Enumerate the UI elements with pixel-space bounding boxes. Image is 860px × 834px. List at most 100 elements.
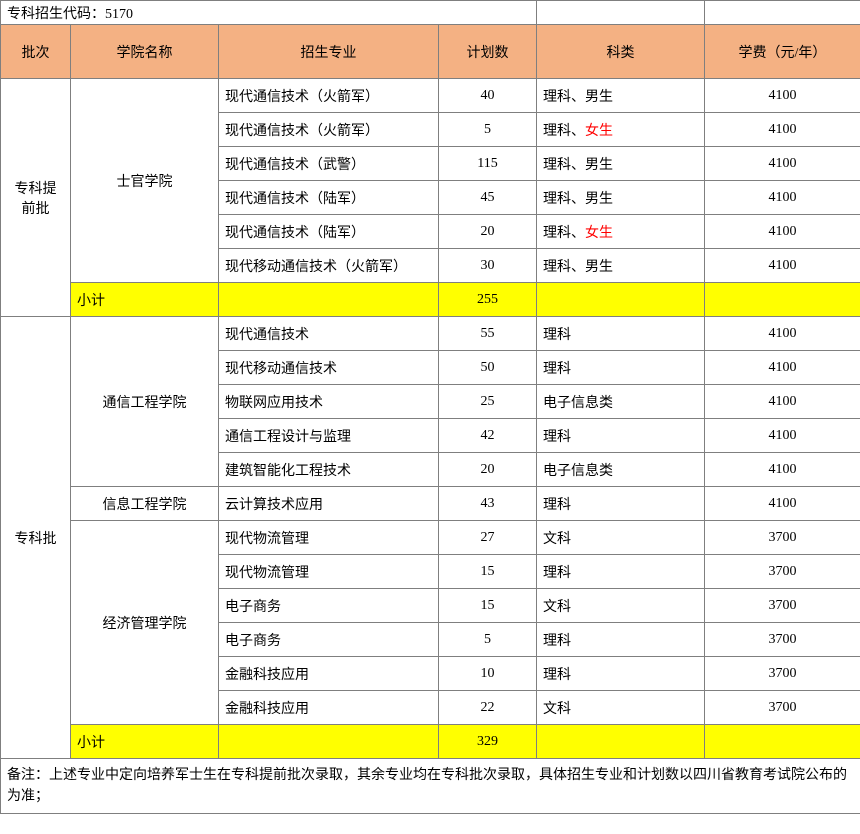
- footer-note: 备注：上述专业中定向培养军士生在专科提前批次录取，其余专业均在专科批次录取，具体…: [1, 759, 860, 814]
- major-cell: 金融科技应用: [219, 657, 439, 691]
- admissions-table: 专科招生代码：5170 批次 学院名称 招生专业 计划数 科类 学费（元/年） …: [0, 0, 860, 814]
- fee-cell: 4100: [705, 181, 860, 215]
- category-cell: 理科、女生: [537, 113, 705, 147]
- category-cell: 理科: [537, 351, 705, 385]
- fee-cell: 4100: [705, 113, 860, 147]
- subtotal-count: 255: [439, 283, 537, 317]
- fee-cell: 4100: [705, 215, 860, 249]
- count-cell: 22: [439, 691, 537, 725]
- college-name: 通信工程学院: [71, 317, 219, 487]
- category-cell: 文科: [537, 589, 705, 623]
- header-major: 招生专业: [219, 25, 439, 79]
- major-cell: 现代移动通信技术（火箭军）: [219, 249, 439, 283]
- category-cell: 理科、女生: [537, 215, 705, 249]
- category-cell: 文科: [537, 521, 705, 555]
- batch-label: 专科提前批: [1, 79, 71, 317]
- count-cell: 115: [439, 147, 537, 181]
- count-cell: 50: [439, 351, 537, 385]
- fee-cell: 4100: [705, 351, 860, 385]
- category-cell: 电子信息类: [537, 385, 705, 419]
- major-cell: 现代通信技术（陆军）: [219, 181, 439, 215]
- count-cell: 15: [439, 589, 537, 623]
- table-row: 信息工程学院 云计算技术应用 43 理科 4100: [1, 487, 860, 521]
- header-category: 科类: [537, 25, 705, 79]
- fee-cell: 4100: [705, 317, 860, 351]
- subtotal-label: 小计: [71, 725, 219, 759]
- major-cell: 通信工程设计与监理: [219, 419, 439, 453]
- category-cell: 文科: [537, 691, 705, 725]
- major-cell: 现代物流管理: [219, 555, 439, 589]
- fee-cell: 4100: [705, 79, 860, 113]
- fee-cell: 4100: [705, 419, 860, 453]
- category-cell: 理科、男生: [537, 79, 705, 113]
- count-cell: 20: [439, 215, 537, 249]
- major-cell: 云计算技术应用: [219, 487, 439, 521]
- category-cell: 理科: [537, 487, 705, 521]
- fee-cell: 4100: [705, 147, 860, 181]
- header-fee: 学费（元/年）: [705, 25, 860, 79]
- fee-cell: 4100: [705, 487, 860, 521]
- subtotal-row: 小计 255: [1, 283, 860, 317]
- major-cell: 现代通信技术（火箭军）: [219, 79, 439, 113]
- fee-cell: 4100: [705, 453, 860, 487]
- count-cell: 5: [439, 623, 537, 657]
- subtotal-label: 小计: [71, 283, 219, 317]
- count-cell: 40: [439, 79, 537, 113]
- header-count: 计划数: [439, 25, 537, 79]
- header-batch: 批次: [1, 25, 71, 79]
- category-cell: 理科、男生: [537, 181, 705, 215]
- header-college: 学院名称: [71, 25, 219, 79]
- count-cell: 30: [439, 249, 537, 283]
- category-cell: 理科、男生: [537, 147, 705, 181]
- header-row: 批次 学院名称 招生专业 计划数 科类 学费（元/年）: [1, 25, 860, 79]
- count-cell: 15: [439, 555, 537, 589]
- category-cell: 理科、男生: [537, 249, 705, 283]
- major-cell: 现代物流管理: [219, 521, 439, 555]
- count-cell: 25: [439, 385, 537, 419]
- category-cell: 理科: [537, 623, 705, 657]
- table-row: 经济管理学院 现代物流管理 27 文科 3700: [1, 521, 860, 555]
- major-cell: 电子商务: [219, 623, 439, 657]
- major-cell: 现代通信技术: [219, 317, 439, 351]
- major-cell: 现代通信技术（火箭军）: [219, 113, 439, 147]
- major-cell: 现代通信技术（陆军）: [219, 215, 439, 249]
- title-row: 专科招生代码：5170: [1, 1, 860, 25]
- category-cell: 理科: [537, 555, 705, 589]
- major-cell: 物联网应用技术: [219, 385, 439, 419]
- fee-cell: 3700: [705, 623, 860, 657]
- major-cell: 现代通信技术（武警）: [219, 147, 439, 181]
- fee-cell: 3700: [705, 589, 860, 623]
- fee-cell: 4100: [705, 385, 860, 419]
- category-cell: 理科: [537, 419, 705, 453]
- subtotal-count: 329: [439, 725, 537, 759]
- category-cell: 理科: [537, 317, 705, 351]
- count-cell: 45: [439, 181, 537, 215]
- fee-cell: 3700: [705, 657, 860, 691]
- category-cell: 电子信息类: [537, 453, 705, 487]
- count-cell: 10: [439, 657, 537, 691]
- count-cell: 43: [439, 487, 537, 521]
- major-cell: 现代移动通信技术: [219, 351, 439, 385]
- count-cell: 27: [439, 521, 537, 555]
- count-cell: 20: [439, 453, 537, 487]
- count-cell: 55: [439, 317, 537, 351]
- table-row: 专科批 通信工程学院 现代通信技术 55 理科 4100: [1, 317, 860, 351]
- fee-cell: 3700: [705, 521, 860, 555]
- subtotal-row: 小计 329: [1, 725, 860, 759]
- table-title: 专科招生代码：5170: [1, 1, 537, 25]
- count-cell: 42: [439, 419, 537, 453]
- footer-row: 备注：上述专业中定向培养军士生在专科提前批次录取，其余专业均在专科批次录取，具体…: [1, 759, 860, 814]
- category-cell: 理科: [537, 657, 705, 691]
- fee-cell: 4100: [705, 249, 860, 283]
- college-name: 信息工程学院: [71, 487, 219, 521]
- fee-cell: 3700: [705, 555, 860, 589]
- college-name: 经济管理学院: [71, 521, 219, 725]
- major-cell: 建筑智能化工程技术: [219, 453, 439, 487]
- fee-cell: 3700: [705, 691, 860, 725]
- college-name: 士官学院: [71, 79, 219, 283]
- table-row: 专科提前批 士官学院 现代通信技术（火箭军） 40 理科、男生 4100: [1, 79, 860, 113]
- batch-label: 专科批: [1, 317, 71, 759]
- major-cell: 金融科技应用: [219, 691, 439, 725]
- count-cell: 5: [439, 113, 537, 147]
- major-cell: 电子商务: [219, 589, 439, 623]
